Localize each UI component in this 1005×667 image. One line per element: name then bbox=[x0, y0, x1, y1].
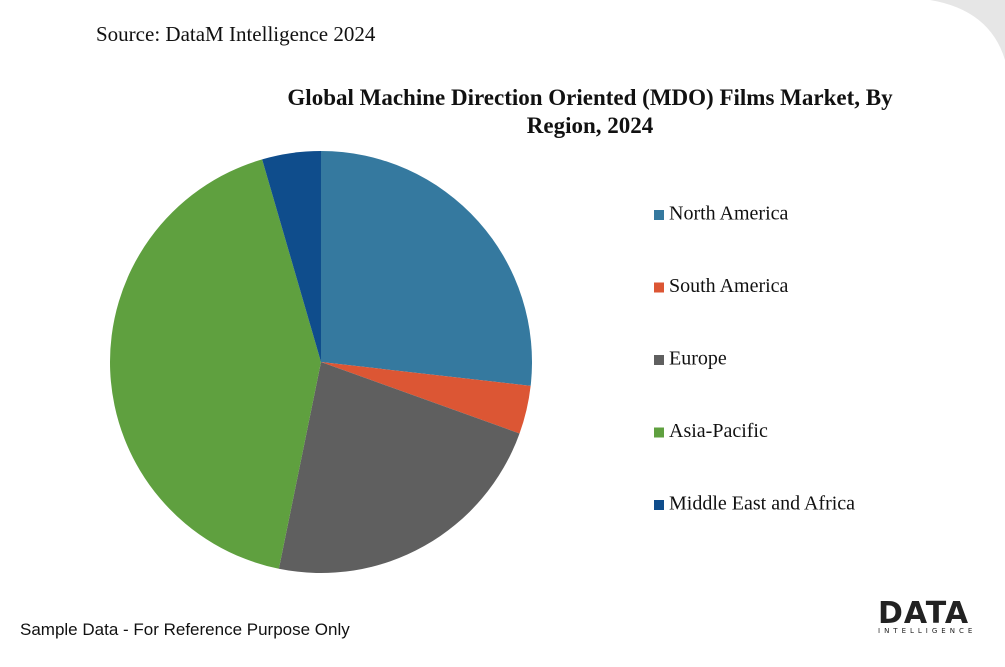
note: Sample Data - For Reference Purpose Only bbox=[20, 620, 350, 639]
logo: DATA INTELLIGENCE bbox=[878, 596, 976, 635]
legend-label: Middle East and Africa bbox=[669, 493, 855, 515]
legend-label: Asia-Pacific bbox=[669, 420, 768, 442]
chart-title: Global Machine Direction Oriented (MDO) … bbox=[287, 85, 893, 138]
logo-subtext: INTELLIGENCE bbox=[878, 627, 977, 635]
pie-slice bbox=[262, 151, 321, 362]
legend: North America South America Europe Asia-Pac… bbox=[654, 203, 855, 515]
logo-text: DATA bbox=[878, 596, 970, 631]
corner-decoration bbox=[930, 0, 1005, 60]
source: Source: DataM Intelligence 2024 bbox=[96, 22, 376, 46]
legend-swatch bbox=[654, 210, 664, 220]
pie-slice bbox=[110, 159, 321, 569]
legend-label: South America bbox=[669, 275, 789, 297]
legend-label: North America bbox=[669, 203, 789, 225]
pie-slice bbox=[321, 362, 531, 434]
legend-swatch bbox=[654, 427, 664, 438]
pie bbox=[110, 151, 532, 573]
legend-swatch bbox=[654, 500, 664, 510]
pie-slice bbox=[278, 362, 520, 573]
pie-slice bbox=[321, 151, 532, 386]
legend-swatch bbox=[654, 282, 664, 293]
legend-label: Europe bbox=[669, 348, 727, 370]
legend-swatch bbox=[654, 355, 664, 365]
